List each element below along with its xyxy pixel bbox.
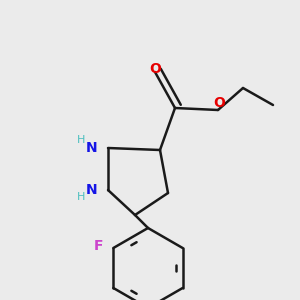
Text: O: O — [214, 96, 225, 110]
Text: F: F — [94, 239, 104, 254]
Text: N: N — [86, 141, 97, 155]
Text: N: N — [86, 183, 97, 197]
Text: H: H — [77, 136, 85, 146]
Text: O: O — [149, 62, 161, 76]
Text: H: H — [77, 193, 85, 202]
